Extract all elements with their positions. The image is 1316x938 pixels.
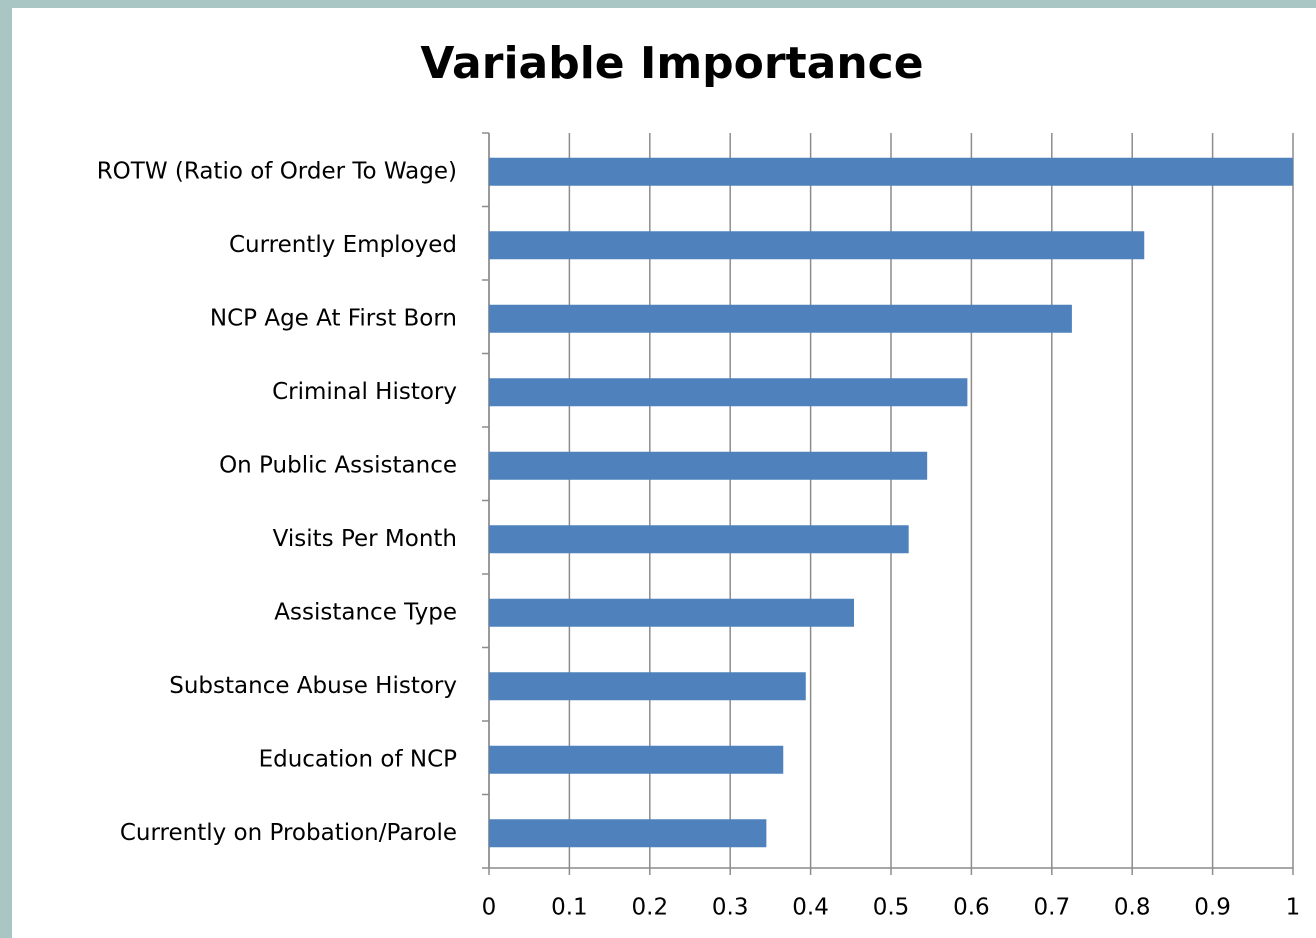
bar <box>489 157 1293 186</box>
y-tick-label: NCP Age At First Born <box>210 305 457 331</box>
y-tick-label: Criminal History <box>272 379 457 405</box>
bar <box>489 378 968 407</box>
y-tick-label: Currently on Probation/Parole <box>120 820 457 846</box>
x-tick-label: 0.8 <box>1114 895 1151 921</box>
y-tick-label: ROTW (Ratio of Order To Wage) <box>97 158 457 184</box>
x-tick-label: 0.5 <box>873 895 910 921</box>
bar <box>489 819 767 848</box>
x-tick-label: 0.7 <box>1034 895 1071 921</box>
y-tick-label: Visits Per Month <box>273 526 457 552</box>
y-tick-label: Assistance Type <box>274 599 457 625</box>
chart-title: Variable Importance <box>420 38 923 89</box>
x-tick-label: 0.6 <box>953 895 990 921</box>
x-tick-label: 0.3 <box>712 895 749 921</box>
x-tick-label: 0.2 <box>632 895 669 921</box>
x-tick-label: 1 <box>1286 895 1301 921</box>
y-tick-label: Education of NCP <box>259 746 458 772</box>
x-tick-label: 0.1 <box>551 895 588 921</box>
x-tick-label: 0.4 <box>792 895 829 921</box>
bar <box>489 672 806 701</box>
bar <box>489 525 909 554</box>
bar <box>489 231 1145 260</box>
y-tick-label: Currently Employed <box>229 232 457 258</box>
bar <box>489 745 784 774</box>
x-tick-label: 0 <box>482 895 497 921</box>
bar <box>489 451 928 480</box>
bar <box>489 598 855 627</box>
y-tick-label: On Public Assistance <box>219 452 457 478</box>
bar <box>489 304 1072 333</box>
x-tick-label: 0.9 <box>1194 895 1231 921</box>
y-tick-label: Substance Abuse History <box>169 673 457 699</box>
